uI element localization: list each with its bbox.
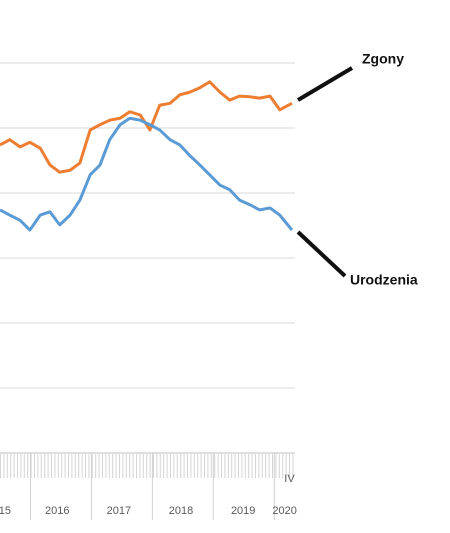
x-tick-label: 2018 [169, 505, 193, 517]
x-tick-label: 15 [0, 505, 11, 517]
month-tick-band [0, 454, 295, 478]
pointer-line [296, 66, 354, 102]
quarter-label: IV [284, 473, 295, 485]
x-tick-label: 2017 [107, 505, 131, 517]
pointer-line [296, 230, 347, 278]
x-tick-label: 2016 [45, 505, 69, 517]
series-line [0, 80, 293, 174]
series-annotation: Urodzenia [350, 272, 418, 288]
series-line [0, 116, 294, 232]
x-tick-label: 2019 [231, 505, 255, 517]
series-annotation: Zgony [362, 51, 404, 67]
x-tick-label: 2020 [272, 505, 296, 517]
